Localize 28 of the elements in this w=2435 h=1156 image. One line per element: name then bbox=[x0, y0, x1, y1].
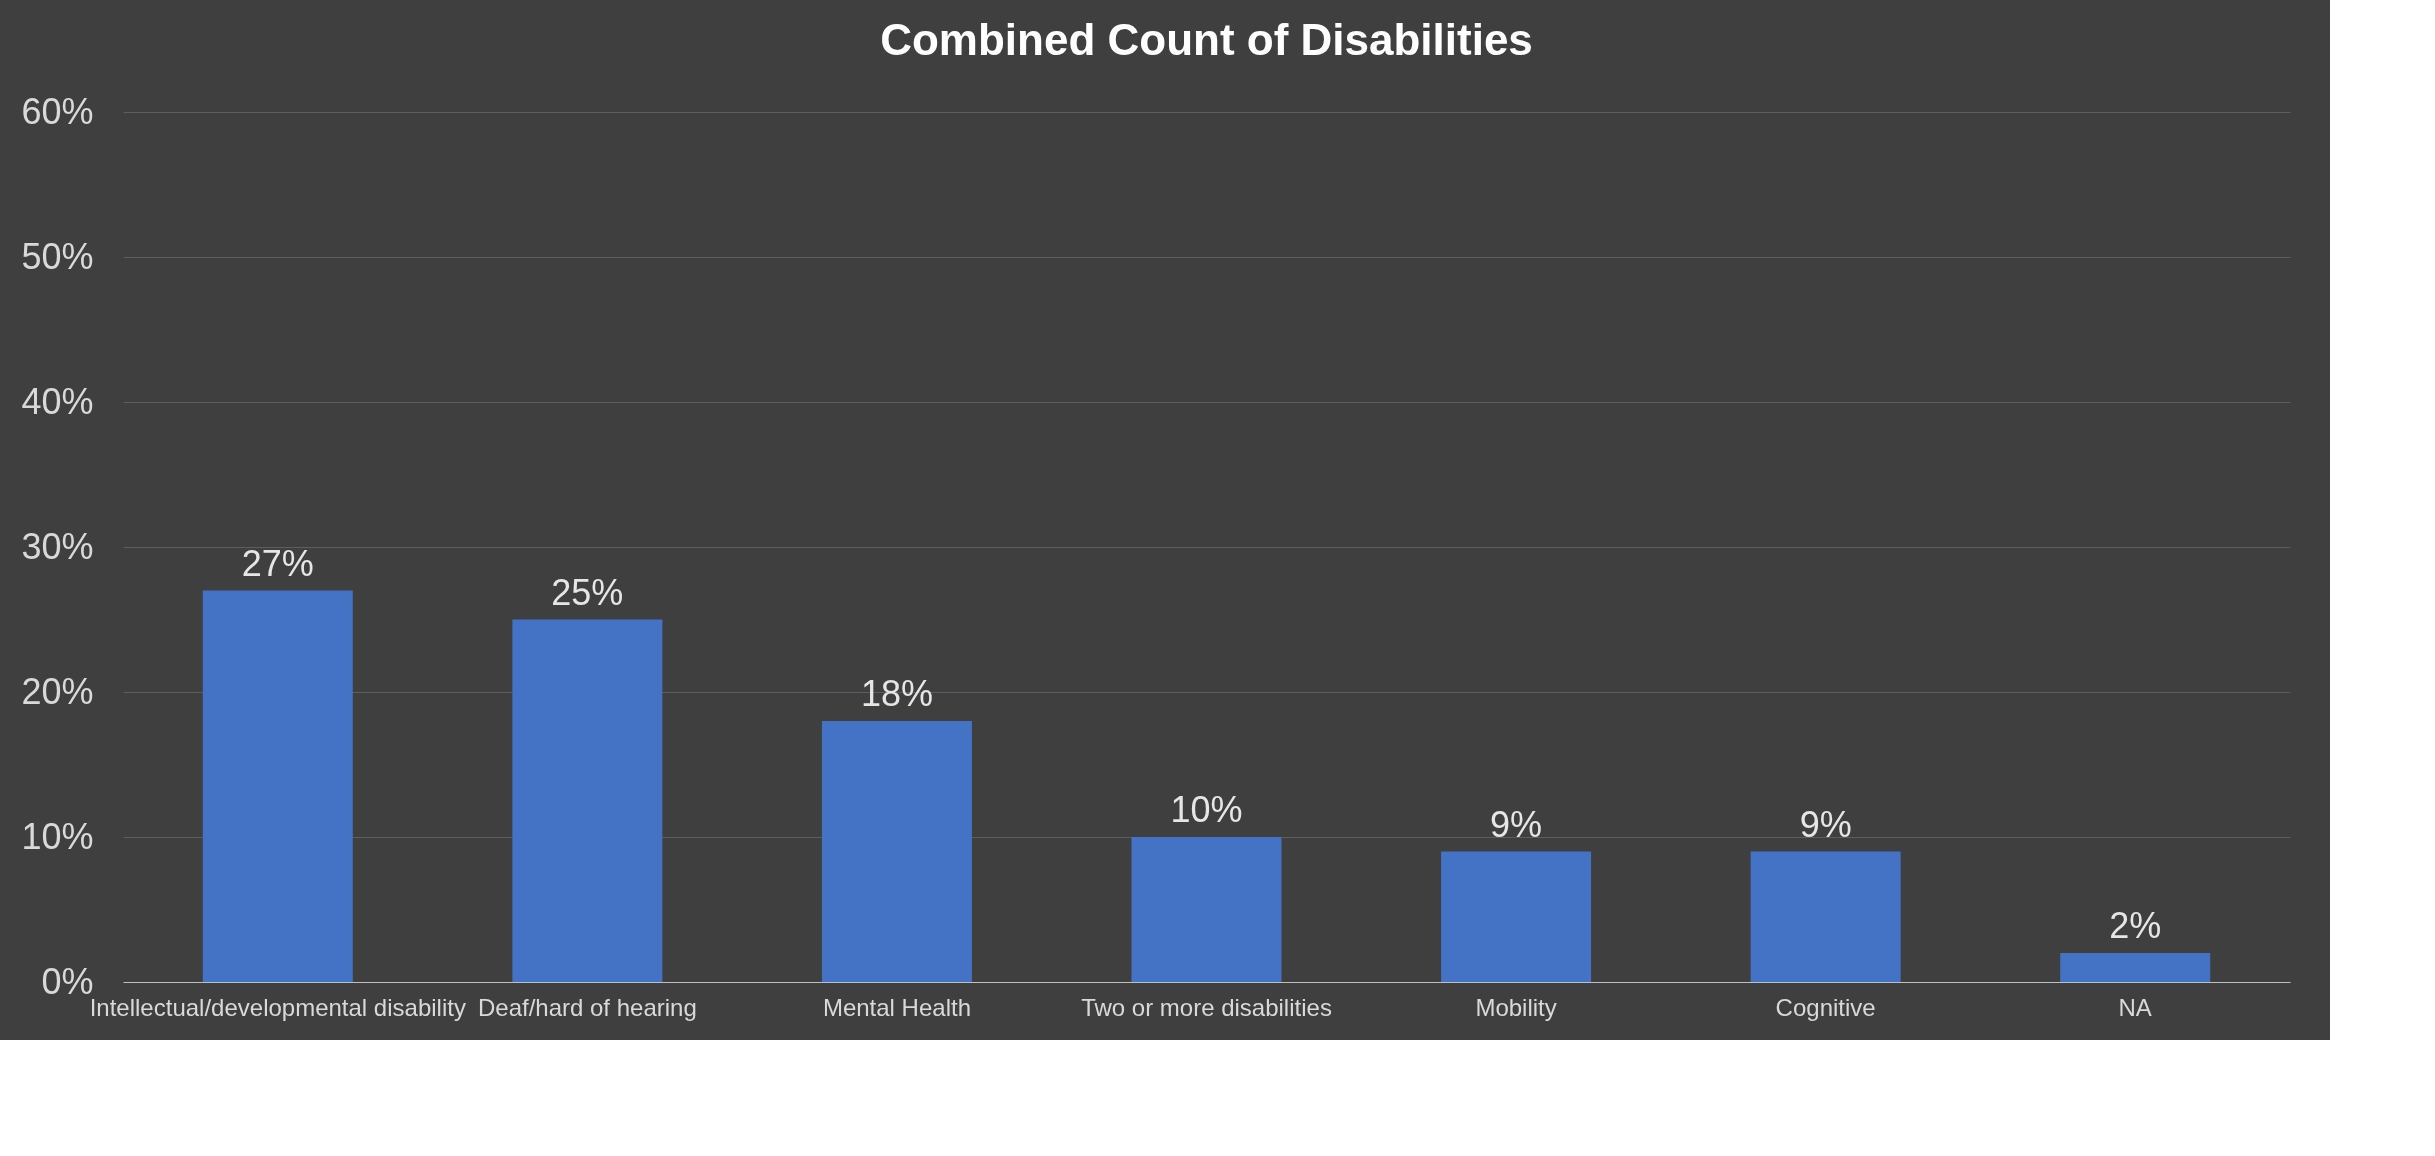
data-label: 18% bbox=[860, 673, 933, 714]
x-tick-label: Mental Health bbox=[822, 993, 971, 1021]
x-tick-label: Cognitive bbox=[1775, 993, 1876, 1021]
x-tick-label: Mobility bbox=[1475, 993, 1557, 1021]
bar bbox=[512, 619, 663, 982]
bar bbox=[2060, 953, 2211, 982]
y-tick-label: 60% bbox=[21, 90, 94, 132]
bar bbox=[202, 590, 353, 982]
y-tick-label: 40% bbox=[21, 380, 94, 422]
data-label: 10% bbox=[1170, 789, 1243, 830]
x-tick-label: NA bbox=[2118, 993, 2152, 1021]
bar bbox=[1750, 851, 1901, 982]
data-label: 9% bbox=[1490, 803, 1543, 845]
bar bbox=[1131, 837, 1282, 982]
y-tick-label: 30% bbox=[21, 525, 94, 567]
y-tick-label: 10% bbox=[21, 815, 94, 857]
data-label: 25% bbox=[551, 571, 624, 613]
chart-title: Combined Count of Disabilities bbox=[880, 15, 1533, 64]
bar bbox=[1441, 851, 1592, 982]
x-tick-label: Two or more disabilities bbox=[1081, 993, 1332, 1021]
data-label: 27% bbox=[241, 542, 314, 584]
x-tick-label: Intellectual/developmental disability bbox=[89, 993, 466, 1021]
bar bbox=[821, 721, 972, 982]
data-label: 2% bbox=[2109, 905, 2162, 946]
data-label: 9% bbox=[1799, 803, 1852, 845]
x-tick-label: Deaf/hard of hearing bbox=[477, 993, 697, 1021]
y-tick-label: 20% bbox=[21, 670, 94, 712]
y-tick-label: 50% bbox=[21, 235, 94, 277]
